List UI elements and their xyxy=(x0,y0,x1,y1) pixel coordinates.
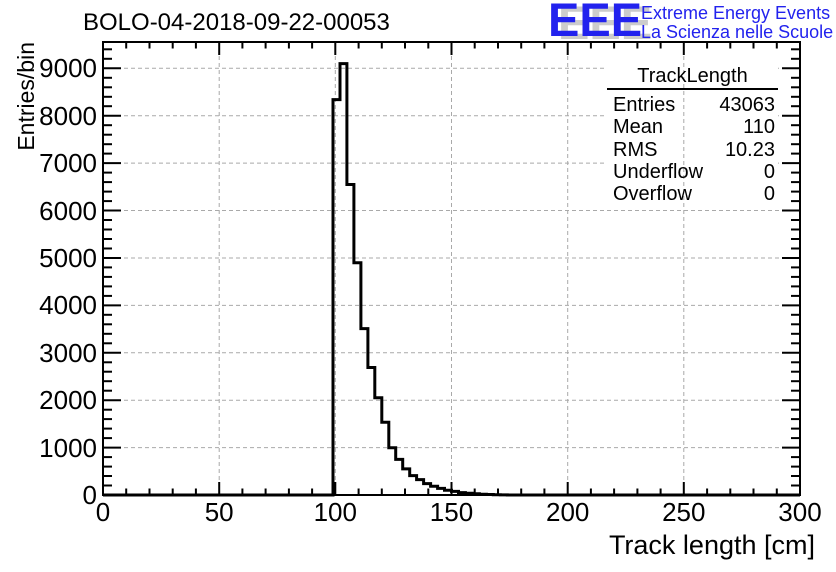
stats-row-label: Underflow xyxy=(613,160,704,183)
y-tick-label: 9000 xyxy=(39,53,97,84)
plot-frame xyxy=(102,41,801,496)
y-tick-label: 7000 xyxy=(39,148,97,179)
stats-row-label: RMS xyxy=(613,138,658,161)
stats-row: RMS 10.23 xyxy=(607,139,778,161)
x-tick-label: 150 xyxy=(429,497,474,527)
eee-logo-text: EEE xyxy=(548,0,643,46)
stats-row-value: 0 xyxy=(763,160,775,183)
y-tick-label: 3000 xyxy=(39,337,97,368)
plot-title: BOLO-04-2018-09-22-00053 xyxy=(83,9,390,36)
y-tick-label: 1000 xyxy=(39,432,97,463)
y-tick-label: 8000 xyxy=(39,100,97,131)
stats-box: TrackLength Entries 43063 Mean 110 RMS 10.23 U… xyxy=(607,64,778,205)
y-tick-label: 4000 xyxy=(39,290,97,321)
stats-row-value: 10.23 xyxy=(724,138,775,161)
logo-tagline-2: La Scienza nelle Scuole xyxy=(641,22,834,42)
x-tick-label: 0 xyxy=(95,497,111,527)
stats-separator xyxy=(607,88,778,90)
logo-tagline-1: Extreme Energy Events xyxy=(641,3,831,23)
stats-title: TrackLength xyxy=(637,65,748,87)
stats-row-label: Overflow xyxy=(613,183,692,206)
stats-row-label: Mean xyxy=(613,116,664,139)
stats-row: Underflow 0 xyxy=(607,161,778,183)
stats-row: Overflow 0 xyxy=(607,183,778,205)
x-tick-label: 100 xyxy=(313,497,357,527)
x-tick-label: 200 xyxy=(545,497,590,527)
x-tick-label: 50 xyxy=(204,497,234,527)
stats-rows: Entries 43063 Mean 110 RMS 10.23 Underflow 0 Ove… xyxy=(607,90,778,205)
stats-row-value: 110 xyxy=(743,116,775,139)
y-tick-label: 5000 xyxy=(39,243,97,273)
x-tick-label: 250 xyxy=(662,497,706,527)
stats-row: Mean 110 xyxy=(607,116,778,138)
y-tick-label: 6000 xyxy=(39,195,97,226)
y-tick-label: 0 xyxy=(82,480,97,510)
stats-row-label: Entries xyxy=(613,94,676,116)
stats-box-bg xyxy=(607,64,778,204)
stats-row-value: 0 xyxy=(763,183,775,206)
y-tick-label: 2000 xyxy=(39,385,97,416)
x-axis-title: Track length [cm] xyxy=(608,530,815,560)
x-tick-label: 300 xyxy=(778,497,822,527)
stats-row-value: 43063 xyxy=(719,94,775,116)
stats-row: Entries 43063 xyxy=(607,94,778,116)
